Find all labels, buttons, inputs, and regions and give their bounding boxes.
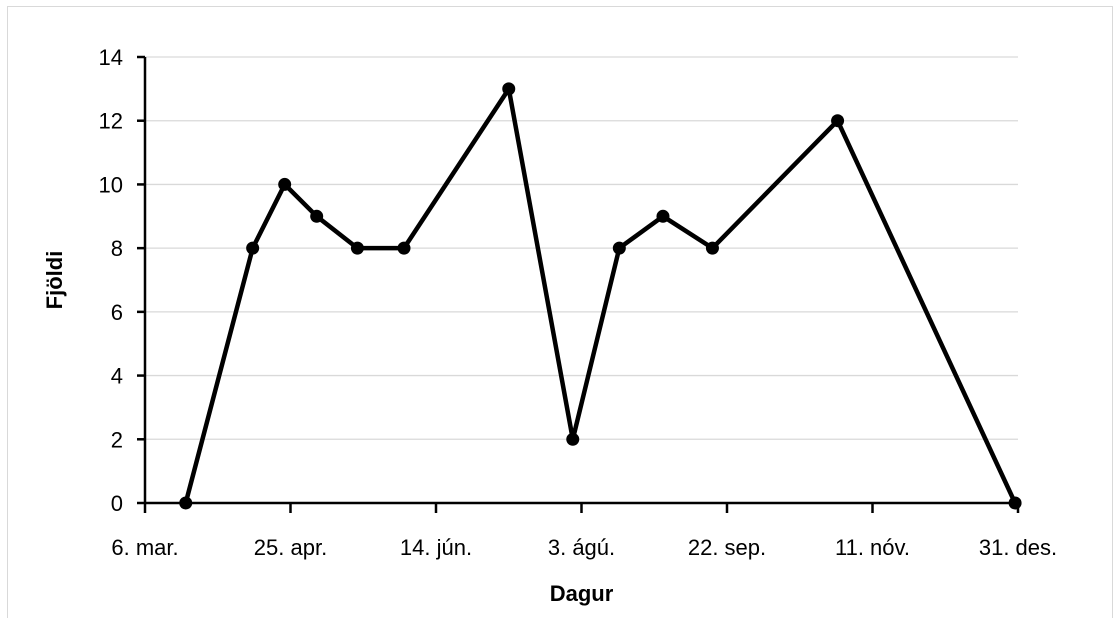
data-point: [502, 82, 516, 96]
data-point: [656, 209, 670, 223]
x-tick-label: 31. des.: [979, 535, 1057, 560]
data-point: [397, 241, 411, 255]
x-tick-label: 6. mar.: [111, 535, 178, 560]
y-ticks: 0 2 4 6 8 10 12 14: [99, 45, 145, 516]
data-point: [612, 241, 626, 255]
x-tick-label: 25. apr.: [254, 535, 327, 560]
data-point: [310, 209, 324, 223]
y-tick-label: 2: [111, 427, 123, 452]
x-tick-label: 11. nóv.: [835, 535, 910, 560]
x-tick-label: 3. ágú.: [548, 535, 615, 560]
series-group: [179, 82, 1022, 510]
y-tick-label: 12: [99, 109, 123, 134]
data-point: [246, 241, 260, 255]
axes: [143, 57, 1018, 505]
x-tick-label: 14. jún.: [400, 535, 472, 560]
data-point: [566, 432, 580, 446]
y-tick-label: 4: [111, 364, 123, 389]
y-tick-label: 14: [99, 45, 123, 70]
x-ticks: 6. mar. 25. apr. 14. jún. 3. ágú. 22. sep. 11…: [111, 503, 1057, 560]
y-axis-title: Fjöldi: [42, 251, 67, 310]
x-tick-label: 22. sep.: [688, 535, 766, 560]
data-point: [1008, 496, 1022, 510]
gridlines: [145, 56, 1018, 440]
y-tick-label: 6: [111, 300, 123, 325]
series-line: [183, 86, 1018, 504]
data-point: [831, 114, 845, 128]
y-tick-label: 8: [111, 236, 123, 261]
x-axis-title: Dagur: [550, 581, 614, 606]
data-point: [278, 177, 292, 191]
data-point: [350, 241, 364, 255]
y-tick-label: 10: [99, 172, 123, 197]
data-point: [179, 496, 193, 510]
data-point: [705, 241, 719, 255]
y-tick-label: 0: [111, 491, 123, 516]
